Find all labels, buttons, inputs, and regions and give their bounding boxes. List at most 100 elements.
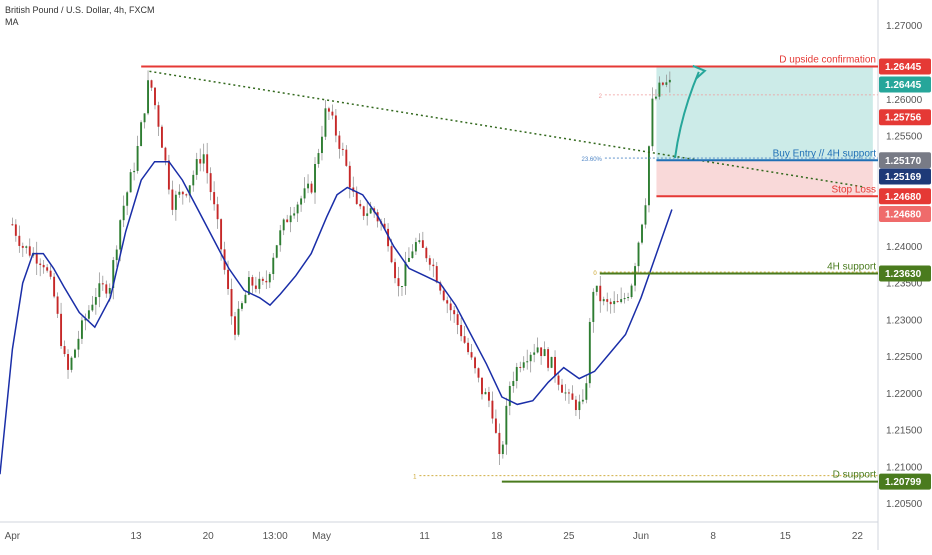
candle-body (460, 324, 463, 337)
candle (87, 305, 90, 322)
candle-body (470, 352, 473, 358)
candle (456, 311, 459, 335)
descending-trendline (149, 70, 863, 188)
candle (282, 218, 285, 236)
candle-body (108, 288, 111, 294)
candle-body (491, 400, 494, 419)
candle (192, 170, 195, 192)
candle-body (164, 147, 167, 161)
candle-body (303, 188, 306, 199)
candle-body (578, 401, 581, 411)
candle-body (439, 282, 442, 291)
candle (547, 346, 550, 372)
level-label: 4H support (827, 261, 876, 272)
candle-body (494, 418, 497, 433)
candle-body (369, 208, 372, 214)
candle (261, 276, 264, 285)
candle (362, 205, 365, 221)
candle-body (251, 277, 254, 286)
candle-body (11, 224, 14, 226)
candle-body (49, 270, 52, 277)
candle (522, 356, 525, 371)
candle (46, 263, 49, 273)
candle (359, 199, 362, 210)
price-label-text: 1.25756 (885, 113, 922, 124)
candle (620, 287, 623, 304)
candle (407, 247, 410, 263)
candle (129, 169, 132, 193)
candle (157, 101, 160, 137)
price-label-text: 1.26445 (885, 80, 922, 91)
candle (74, 348, 76, 359)
candle (195, 152, 198, 180)
candle-body (540, 347, 543, 357)
candle-body (56, 296, 59, 314)
candle-body (14, 224, 17, 236)
candle (529, 351, 532, 373)
candle (143, 113, 146, 129)
candle (247, 271, 250, 296)
price-tick-label: 1.20500 (886, 499, 923, 510)
candle-body (651, 98, 654, 147)
candle-body (512, 381, 515, 387)
candle-body (428, 258, 431, 265)
candle (167, 154, 170, 195)
candle (213, 181, 216, 211)
candle-body (390, 246, 393, 263)
candle (202, 143, 205, 172)
candle-body (140, 122, 143, 146)
candle-body (467, 342, 470, 353)
price-label-tag (879, 473, 931, 490)
candle-body (414, 242, 417, 252)
candle (241, 301, 243, 312)
candle-body (261, 278, 264, 281)
candle-body (206, 154, 209, 174)
candle-body (341, 148, 344, 150)
candle (418, 233, 421, 244)
candle (561, 378, 563, 393)
time-tick-label: 20 (203, 531, 215, 542)
candle (258, 271, 261, 294)
candle-body (258, 278, 261, 289)
candle-body (265, 280, 268, 283)
candle-body (143, 113, 146, 123)
candle-body (115, 249, 118, 261)
time-axis: Apr 13 20 13:00 May 11 18 25 Jun 8 15 22 (5, 531, 864, 542)
candle (453, 305, 456, 323)
candle-body (609, 301, 612, 305)
candle (474, 356, 476, 374)
candle-body (581, 399, 584, 402)
candle (661, 81, 664, 87)
time-tick-label: 13:00 (263, 531, 288, 542)
candle-body (307, 183, 310, 189)
candle (435, 261, 438, 284)
candle-body (588, 321, 591, 384)
candle-body (67, 354, 69, 370)
candle-body (665, 82, 668, 85)
candle-body (268, 274, 271, 283)
candle (272, 252, 275, 281)
candle-body (543, 349, 546, 357)
candle (341, 142, 344, 156)
candle (147, 70, 149, 116)
candle-body (157, 105, 160, 127)
time-tick-label: 22 (852, 531, 864, 542)
candle (296, 201, 299, 222)
candle-body (46, 267, 49, 271)
level-label: D upside confirmation (779, 55, 876, 66)
candle (543, 341, 546, 357)
candle-body (345, 149, 348, 166)
candle (122, 195, 125, 228)
candle (338, 130, 341, 159)
candle-body (668, 79, 671, 83)
candle-body (505, 405, 508, 445)
candle-body (397, 278, 400, 287)
candle-body (310, 183, 313, 193)
candle (181, 190, 184, 205)
candlestick-series (11, 70, 671, 465)
price-label-text: 1.26445 (885, 62, 922, 73)
candle-body (74, 349, 76, 358)
time-tick-label: 18 (491, 531, 503, 542)
